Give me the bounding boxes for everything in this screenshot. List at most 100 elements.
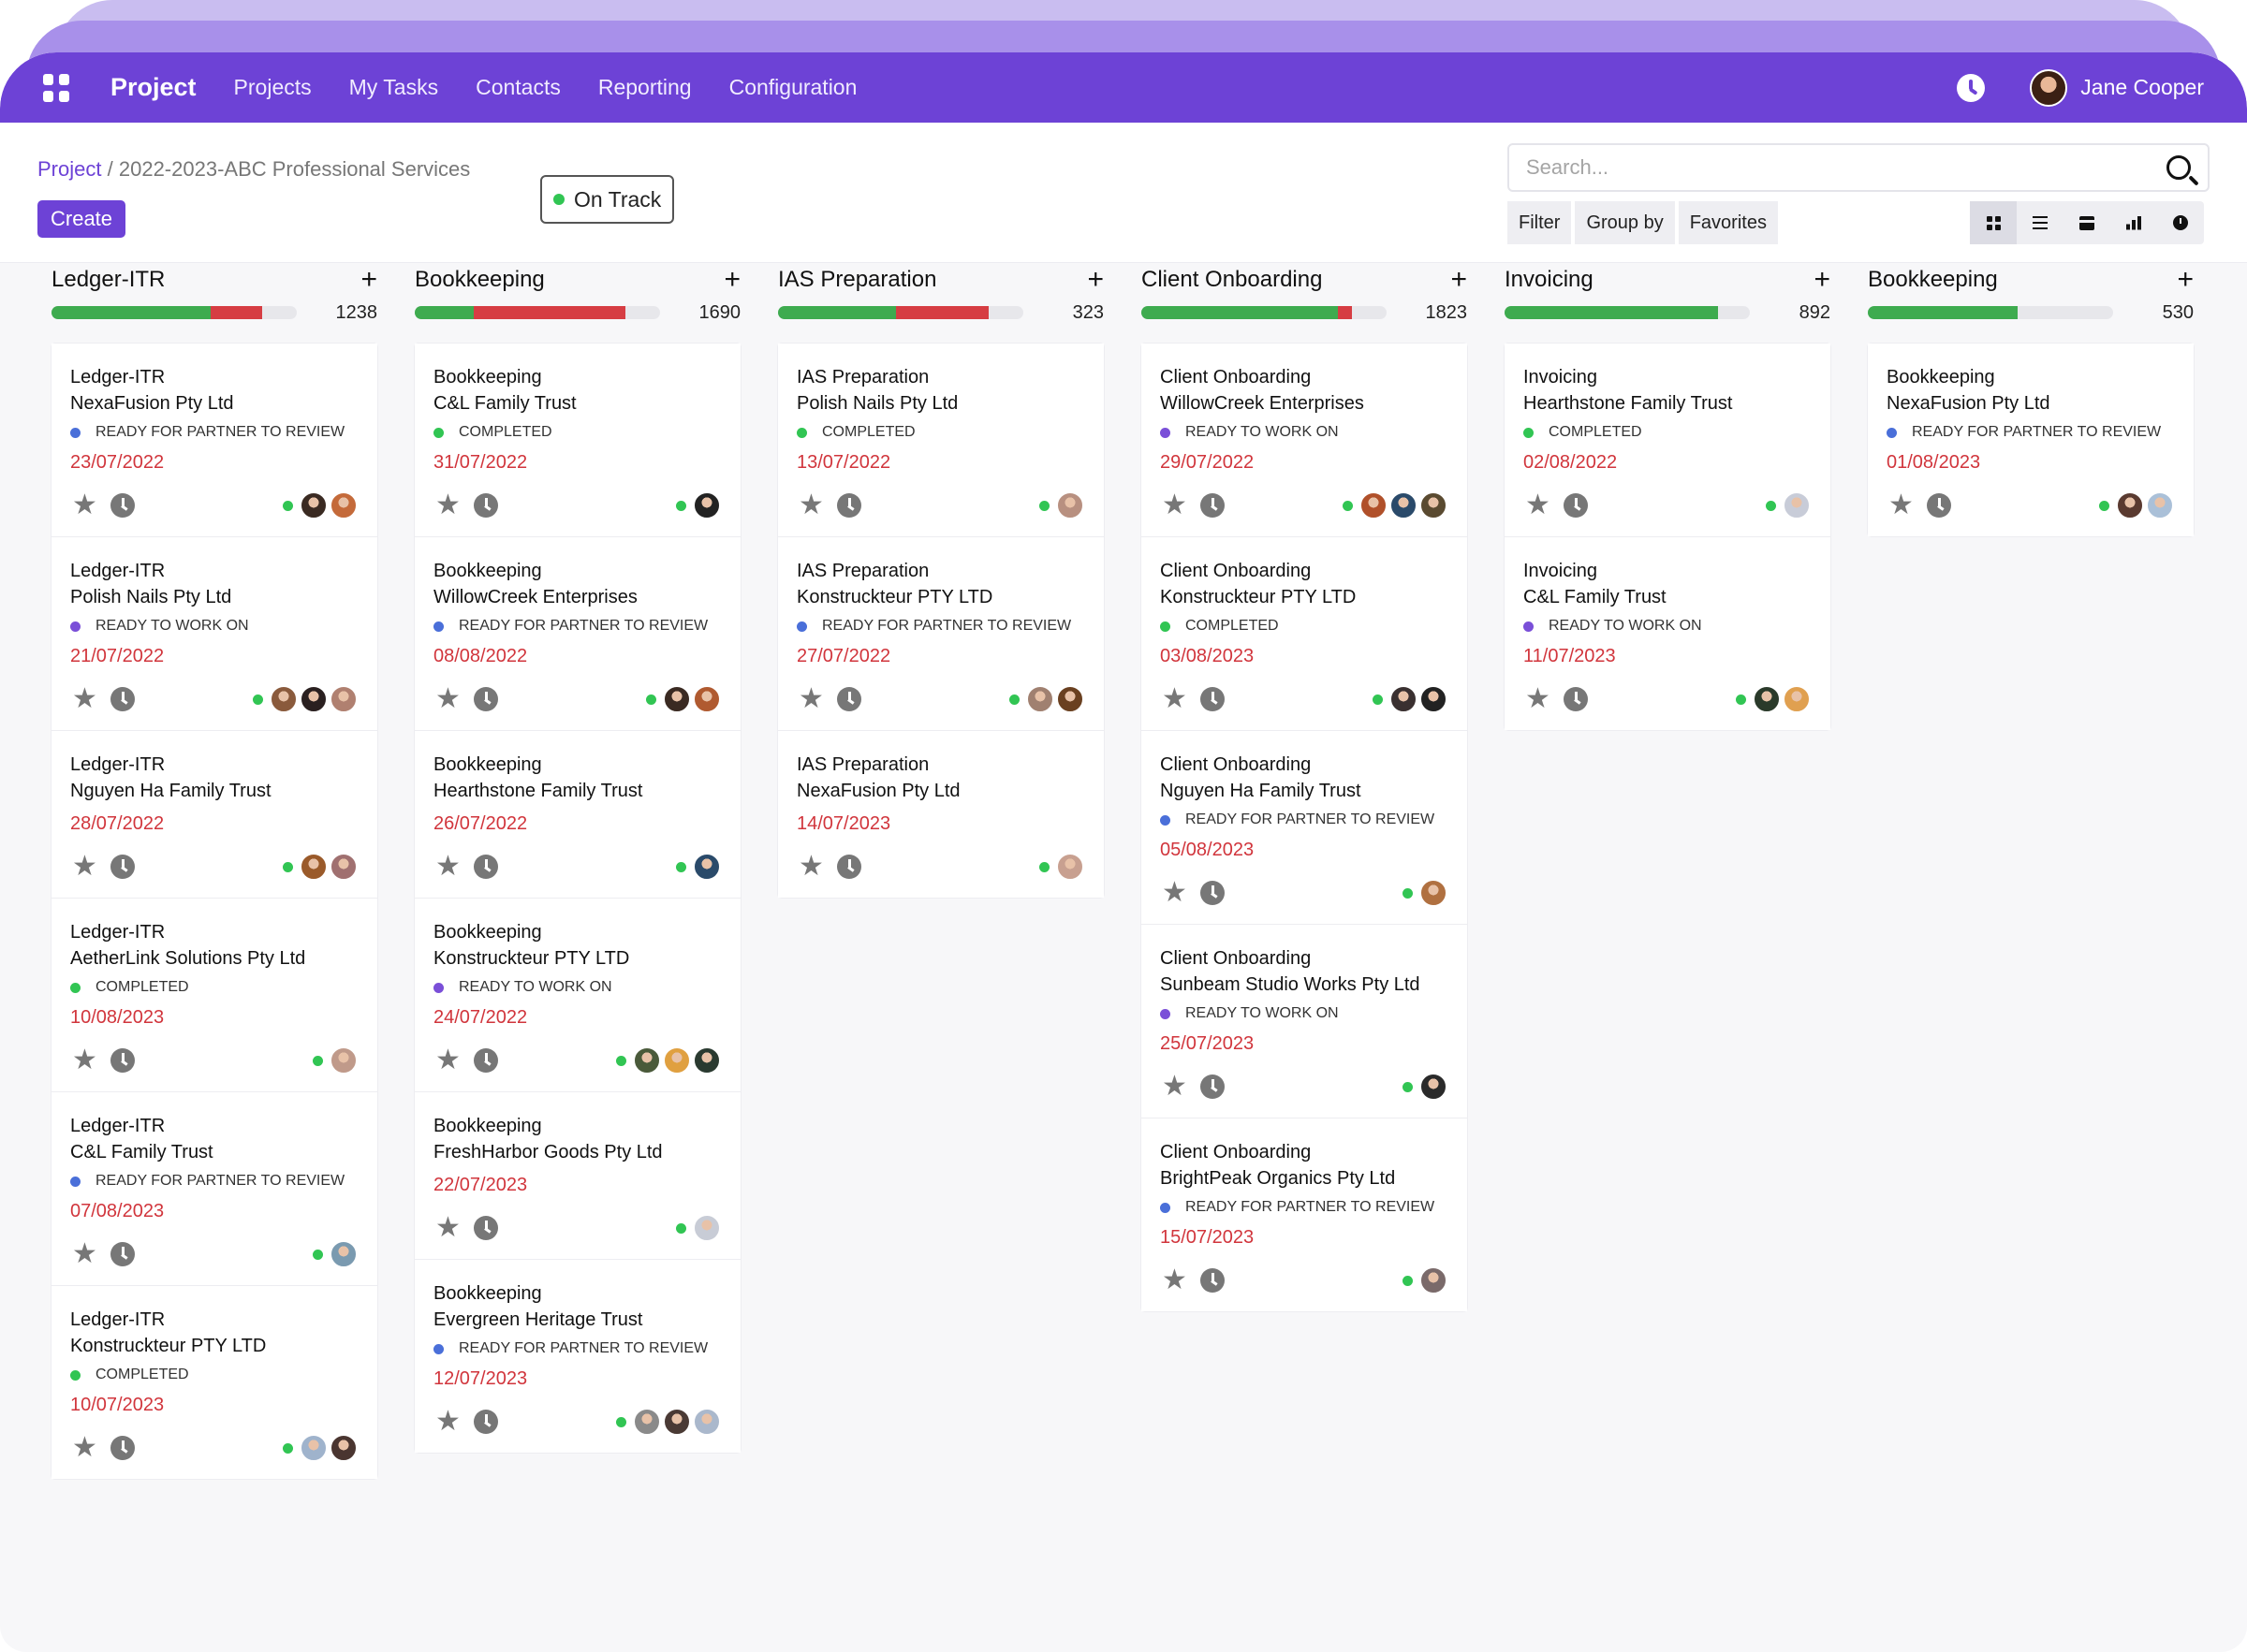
star-icon[interactable]: ★	[1888, 490, 1914, 520]
assignee-avatar[interactable]	[330, 1241, 357, 1267]
clock-icon[interactable]	[110, 493, 135, 518]
search-icon[interactable]	[2166, 155, 2191, 180]
task-card[interactable]: Client Onboarding BrightPeak Organics Pt…	[1141, 1118, 1467, 1311]
task-card[interactable]: Ledger-ITR AetherLink Solutions Pty Ltd …	[51, 899, 377, 1092]
activity-view-button[interactable]	[2157, 201, 2204, 244]
task-card[interactable]: IAS Preparation Polish Nails Pty Ltd COM…	[778, 344, 1104, 537]
clock-icon[interactable]	[1563, 687, 1588, 711]
assignee-avatar[interactable]	[694, 1409, 720, 1435]
assignee-avatar[interactable]	[1420, 1267, 1447, 1294]
star-icon[interactable]: ★	[72, 1045, 97, 1075]
star-icon[interactable]: ★	[72, 1238, 97, 1269]
nav-item-projects[interactable]: Projects	[233, 75, 312, 99]
assignee-avatar[interactable]	[301, 854, 327, 880]
add-card-plus-icon[interactable]: +	[2177, 264, 2194, 295]
clock-icon[interactable]	[473, 855, 498, 879]
clock-icon[interactable]	[473, 493, 498, 518]
star-icon[interactable]: ★	[799, 490, 824, 520]
nav-item-configuration[interactable]: Configuration	[728, 75, 858, 99]
nav-item-reporting[interactable]: Reporting	[597, 75, 692, 99]
assignee-avatar[interactable]	[664, 1047, 690, 1074]
task-card[interactable]: Ledger-ITR NexaFusion Pty Ltd READY FOR …	[51, 344, 377, 537]
assignee-avatar[interactable]	[2117, 492, 2143, 519]
clock-icon[interactable]	[473, 1048, 498, 1073]
assignee-avatar[interactable]	[694, 1047, 720, 1074]
search-input[interactable]	[1526, 155, 2166, 180]
assignee-avatar[interactable]	[664, 1409, 690, 1435]
clock-icon[interactable]	[110, 687, 135, 711]
calendar-view-button[interactable]	[2063, 201, 2110, 244]
add-card-plus-icon[interactable]: +	[360, 264, 377, 295]
assignee-avatar[interactable]	[2147, 492, 2173, 519]
user-menu[interactable]: Jane Cooper	[2030, 68, 2204, 107]
column-title[interactable]: IAS Preparation	[778, 267, 937, 292]
assignee-avatar[interactable]	[1390, 686, 1417, 712]
star-icon[interactable]: ★	[1525, 490, 1550, 520]
task-card[interactable]: Ledger-ITR C&L Family Trust READY FOR PA…	[51, 1092, 377, 1286]
assignee-avatar[interactable]	[664, 686, 690, 712]
assignee-avatar[interactable]	[1784, 492, 1810, 519]
favorites-button[interactable]: Favorites	[1678, 201, 1778, 244]
star-icon[interactable]: ★	[435, 851, 461, 882]
clock-icon[interactable]	[110, 855, 135, 879]
nav-brand[interactable]: Project	[110, 73, 197, 101]
assignee-avatar[interactable]	[694, 686, 720, 712]
assignee-avatar[interactable]	[330, 1435, 357, 1461]
task-card[interactable]: Ledger-ITR Konstruckteur PTY LTD COMPLET…	[51, 1286, 377, 1479]
star-icon[interactable]: ★	[72, 490, 97, 520]
clock-icon[interactable]	[1199, 1268, 1225, 1293]
task-card[interactable]: IAS Preparation Konstruckteur PTY LTD RE…	[778, 537, 1104, 731]
assignee-avatar[interactable]	[301, 686, 327, 712]
assignee-avatar[interactable]	[1360, 492, 1387, 519]
assignee-avatar[interactable]	[1420, 492, 1447, 519]
project-status-pill[interactable]: On Track	[540, 175, 675, 224]
assignee-avatar[interactable]	[1390, 492, 1417, 519]
kanban-view-button[interactable]	[1970, 201, 2017, 244]
task-card[interactable]: Bookkeeping WillowCreek Enterprises READ…	[415, 537, 741, 731]
column-title[interactable]: Invoicing	[1505, 267, 1593, 292]
assignee-avatar[interactable]	[694, 492, 720, 519]
assignee-avatar[interactable]	[634, 1047, 660, 1074]
nav-item-my-tasks[interactable]: My Tasks	[348, 75, 439, 99]
task-card[interactable]: Bookkeeping C&L Family Trust COMPLETED 3…	[415, 344, 741, 537]
star-icon[interactable]: ★	[1162, 1265, 1187, 1295]
task-card[interactable]: Invoicing C&L Family Trust READY TO WORK…	[1505, 537, 1830, 730]
assignee-avatar[interactable]	[1784, 686, 1810, 712]
clock-icon[interactable]	[1563, 493, 1588, 518]
column-title[interactable]: Client Onboarding	[1141, 267, 1323, 292]
clock-icon[interactable]	[473, 1410, 498, 1434]
add-card-plus-icon[interactable]: +	[1087, 264, 1104, 295]
clock-icon[interactable]	[836, 687, 861, 711]
filter-button[interactable]: Filter	[1507, 201, 1572, 244]
clock-icon[interactable]	[473, 687, 498, 711]
task-card[interactable]: Ledger-ITR Polish Nails Pty Ltd READY TO…	[51, 537, 377, 731]
clock-icon[interactable]	[836, 493, 861, 518]
clock-icon[interactable]	[473, 1216, 498, 1240]
clock-icon[interactable]	[110, 1242, 135, 1266]
assignee-avatar[interactable]	[694, 854, 720, 880]
task-card[interactable]: Bookkeeping Evergreen Heritage Trust REA…	[415, 1260, 741, 1453]
add-card-plus-icon[interactable]: +	[724, 264, 741, 295]
assignee-avatar[interactable]	[330, 854, 357, 880]
task-card[interactable]: Bookkeeping NexaFusion Pty Ltd READY FOR…	[1868, 344, 2194, 536]
assignee-avatar[interactable]	[1420, 880, 1447, 906]
star-icon[interactable]: ★	[72, 1432, 97, 1463]
star-icon[interactable]: ★	[1525, 683, 1550, 714]
assignee-avatar[interactable]	[634, 1409, 660, 1435]
star-icon[interactable]: ★	[1162, 490, 1187, 520]
nav-item-contacts[interactable]: Contacts	[476, 75, 561, 99]
task-card[interactable]: Bookkeeping FreshHarbor Goods Pty Ltd 22/…	[415, 1092, 741, 1260]
activity-clock-icon[interactable]	[1957, 73, 1986, 102]
star-icon[interactable]: ★	[1162, 683, 1187, 714]
assignee-avatar[interactable]	[301, 492, 327, 519]
clock-icon[interactable]	[110, 1436, 135, 1460]
column-title[interactable]: Bookkeeping	[415, 267, 545, 292]
assignee-avatar[interactable]	[1027, 686, 1053, 712]
star-icon[interactable]: ★	[799, 683, 824, 714]
task-card[interactable]: Bookkeeping Konstruckteur PTY LTD READY …	[415, 899, 741, 1092]
star-icon[interactable]: ★	[72, 851, 97, 882]
assignee-avatar[interactable]	[301, 1435, 327, 1461]
add-card-plus-icon[interactable]: +	[1814, 264, 1830, 295]
clock-icon[interactable]	[110, 1048, 135, 1073]
task-card[interactable]: Client Onboarding WillowCreek Enterprise…	[1141, 344, 1467, 537]
